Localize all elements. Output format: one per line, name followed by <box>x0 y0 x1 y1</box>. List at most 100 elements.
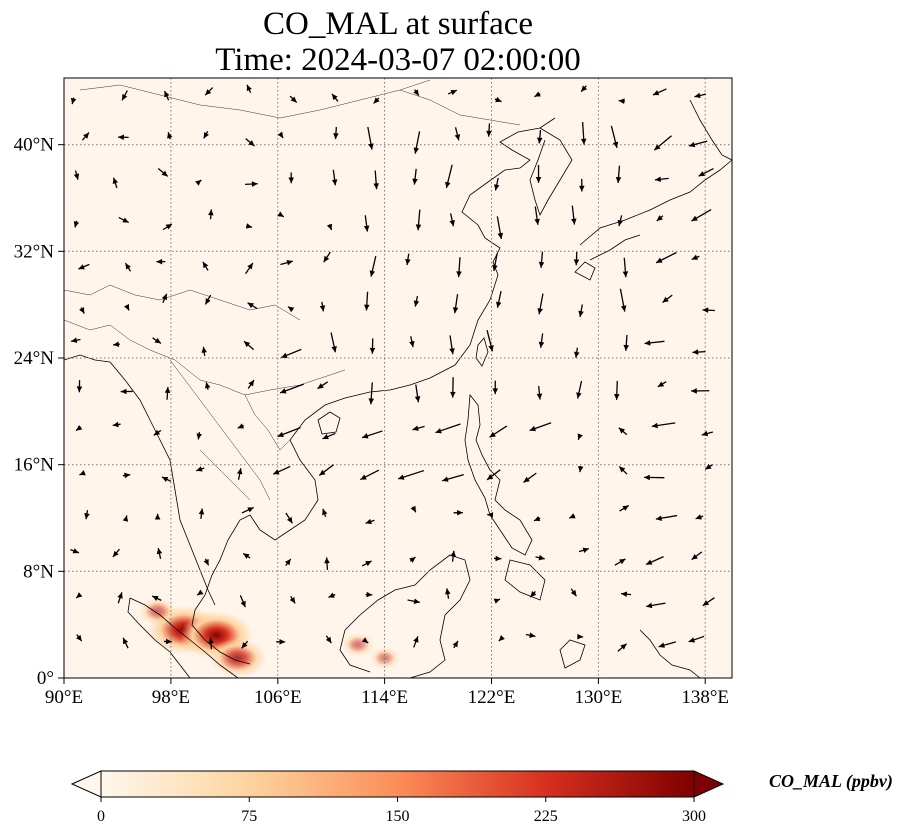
wind-arrow <box>529 422 552 432</box>
wind-arrow <box>493 177 500 191</box>
wind-arrow <box>618 98 626 104</box>
x-tick-label: 122°E <box>468 687 516 708</box>
wind-arrow <box>498 635 505 642</box>
wind-arrow <box>537 130 543 144</box>
wind-arrow <box>492 380 499 395</box>
wind-arrow <box>691 388 710 394</box>
wind-arrow <box>122 637 129 649</box>
wind-arrow <box>407 598 420 605</box>
wind-arrow <box>201 346 207 356</box>
wind-arrow <box>456 257 462 278</box>
wind-arrow <box>78 263 90 270</box>
wind-arrow <box>623 334 630 351</box>
wind-arrow <box>277 211 285 218</box>
wind-arrow <box>277 427 301 438</box>
wind-arrow <box>622 257 629 278</box>
wind-arrow <box>691 208 712 222</box>
wind-arrow <box>449 213 455 227</box>
wind-arrow <box>361 430 383 439</box>
wind-arrow <box>657 381 667 388</box>
wind-arrow <box>525 632 536 638</box>
wind-arrow <box>577 433 583 440</box>
wind-arrow <box>360 469 380 481</box>
wind-arrow <box>688 140 708 148</box>
wind-arrow <box>413 89 420 97</box>
wind-arrow <box>79 470 86 476</box>
wind-arrow <box>245 223 253 229</box>
wind-arrow <box>493 555 502 562</box>
wind-arrow <box>658 641 677 648</box>
wind-arrow <box>577 465 584 473</box>
wind-arrow <box>397 469 425 480</box>
wind-arrow <box>319 301 326 312</box>
wind-arrow <box>196 431 202 440</box>
colorbar-tick-label: 150 <box>386 808 410 825</box>
wind-arrow <box>167 132 173 140</box>
wind-arrow <box>573 347 580 358</box>
wind-arrow <box>368 382 375 405</box>
wind-arrow <box>702 307 715 313</box>
coastlines <box>64 99 732 678</box>
wind-arrow <box>70 97 77 105</box>
co-concentration-field <box>138 597 400 678</box>
wind-arrow <box>124 262 132 272</box>
wind-arrow <box>614 558 626 566</box>
wind-arrow <box>203 131 209 139</box>
wind-arrow <box>610 125 619 149</box>
wind-arrow <box>151 595 162 602</box>
wind-arrow <box>435 423 461 434</box>
wind-arrow <box>453 509 463 516</box>
wind-arrow <box>644 340 665 346</box>
wind-arrow <box>239 595 246 608</box>
wind-arrow <box>285 512 293 524</box>
wind-arrow <box>112 177 119 189</box>
wind-arrow <box>568 513 576 519</box>
wind-arrow <box>245 262 254 275</box>
wind-arrow <box>691 254 700 261</box>
wind-arrow <box>75 592 83 599</box>
y-tick-label: 24°N <box>14 348 55 369</box>
wind-arrow <box>413 636 419 648</box>
wind-arrow <box>486 330 494 352</box>
wind-arrow <box>202 261 209 271</box>
wind-arrow <box>578 547 590 553</box>
wind-arrow <box>695 514 704 520</box>
wind-arrow <box>656 215 664 222</box>
wind-arrow <box>241 506 254 514</box>
y-tick-label: 40°N <box>14 135 55 156</box>
wind-arrow <box>405 253 411 266</box>
wind-arrow <box>285 558 292 566</box>
wind-arrow <box>247 379 255 389</box>
wind-arrow <box>452 640 459 649</box>
wind-arrow <box>196 466 205 472</box>
wind-arrow <box>76 634 83 642</box>
wind-arrow <box>331 169 338 186</box>
wind-arrow <box>203 558 210 566</box>
wind-arrow <box>281 348 302 359</box>
wind-arrow <box>208 637 214 650</box>
wind-arrow <box>493 598 501 604</box>
wind-arrow <box>618 465 628 475</box>
wind-arrow <box>164 386 171 400</box>
wind-arrow <box>246 84 252 94</box>
wind-arrow <box>369 338 376 354</box>
wind-arrow <box>492 253 498 272</box>
wind-arrow <box>450 377 456 398</box>
wind-arrow <box>361 637 369 644</box>
map-title: CO_MAL at surface <box>262 6 534 42</box>
wind-arrow <box>442 473 464 482</box>
wind-arrow <box>578 304 584 318</box>
wind-arrow <box>447 89 458 96</box>
wind-arrow <box>152 337 162 344</box>
wind-arrow <box>486 123 492 137</box>
wind-arrow <box>79 307 85 314</box>
wind-arrow <box>112 421 121 428</box>
wind-arrow <box>573 251 580 266</box>
wind-arrow <box>276 639 286 645</box>
wind-arrow <box>533 515 541 522</box>
wind-arrow <box>76 380 83 393</box>
wind-arrow <box>331 93 339 102</box>
wind-arrow <box>412 425 425 431</box>
wind-arrow <box>619 504 630 512</box>
co-hotspot <box>341 632 375 657</box>
